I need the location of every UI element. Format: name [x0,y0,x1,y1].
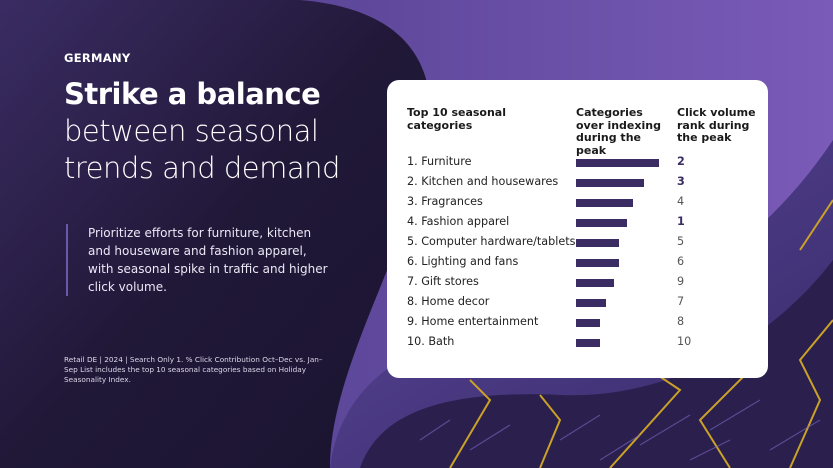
category-label: 10. Bath [407,335,455,348]
page-title: Strike a balance between seasonal trends… [64,76,384,187]
category-label: 6. Lighting and fans [407,255,519,268]
bar [576,339,601,347]
click-rank: 10 [677,335,692,348]
table-row: 1. Furniture 2 [407,155,757,175]
bar [576,279,615,287]
click-rank: 3 [677,175,685,188]
click-rank: 7 [677,295,685,308]
click-rank: 1 [677,215,685,228]
category-label: 2. Kitchen and housewares [407,175,559,188]
category-label: 7. Gift stores [407,275,479,288]
table-row: 7. Gift stores 9 [407,275,757,295]
bar [576,159,659,167]
bar [576,179,645,187]
click-rank: 8 [677,315,685,328]
description: Prioritize efforts for furniture, kitche… [66,224,331,296]
click-rank: 2 [677,155,685,168]
bar [576,239,620,247]
chart-card: Top 10 seasonal categories Categories ov… [387,80,768,378]
country-label: GERMANY [64,51,131,65]
category-label: 9. Home entertainment [407,315,539,328]
bar [576,259,620,267]
header-categories: Top 10 seasonal categories [407,106,506,132]
click-rank: 9 [677,275,685,288]
table-row: 5. Computer hardware/tablets 5 [407,235,757,255]
click-rank: 6 [677,255,685,268]
category-label: 1. Furniture [407,155,472,168]
bar [576,319,601,327]
table-row: 9. Home entertainment 8 [407,315,757,335]
table-row: 6. Lighting and fans 6 [407,255,757,275]
category-label: 8. Home decor [407,295,490,308]
header-over-indexing: Categories over indexing during the peak [576,106,661,157]
category-label: 5. Computer hardware/tablets [407,235,576,248]
table-row: 4. Fashion apparel 1 [407,215,757,235]
table-row: 10. Bath 10 [407,335,757,355]
click-rank: 5 [677,235,685,248]
table-row: 8. Home decor 7 [407,295,757,315]
title-bold: Strike a balance [64,77,321,111]
bar [576,219,628,227]
title-rest: between seasonal trends and demand [64,114,340,185]
bar [576,299,606,307]
click-rank: 4 [677,195,685,208]
header-click-rank: Click volume rank during the peak [677,106,756,144]
table-row: 2. Kitchen and housewares 3 [407,175,757,195]
bar [576,199,634,207]
category-label: 3. Fragrances [407,195,483,208]
table-row: 3. Fragrances 4 [407,195,757,215]
footnote: Retail DE | 2024 | Search Only 1. % Clic… [64,355,323,384]
category-label: 4. Fashion apparel [407,215,510,228]
